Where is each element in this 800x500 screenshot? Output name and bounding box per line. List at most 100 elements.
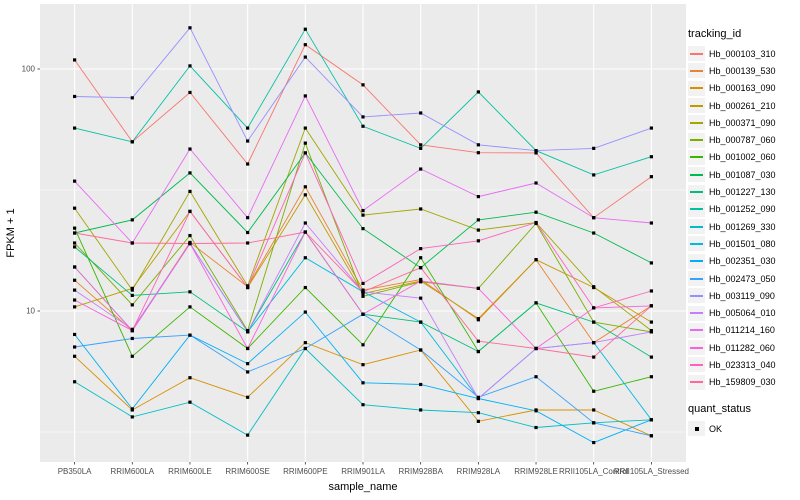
- legend-item-label: Hb_005064_010: [709, 308, 776, 319]
- data-point: [534, 258, 538, 262]
- data-point: [592, 440, 596, 445]
- legend-key-swatch: [688, 305, 705, 321]
- data-point: [303, 55, 307, 59]
- legend-item-Hb_159809_030: Hb_159809_030: [688, 374, 800, 391]
- data-point: [361, 403, 365, 407]
- data-point: [73, 179, 77, 183]
- data-point: [188, 233, 192, 238]
- legend-key-swatch: [688, 253, 705, 269]
- data-point: [130, 286, 134, 290]
- legend-item-label: Hb_000163_090: [709, 83, 776, 94]
- data-point: [130, 96, 134, 100]
- data-point: [361, 213, 365, 217]
- data-point: [246, 216, 250, 220]
- data-point: [246, 284, 250, 288]
- data-point: [73, 305, 77, 309]
- data-point: [303, 346, 307, 351]
- legend-key-swatch: [688, 80, 705, 96]
- data-point: [246, 285, 250, 290]
- data-point: [476, 151, 480, 155]
- legend-item-Hb_002351_030: Hb_002351_030: [688, 253, 800, 270]
- data-point: [649, 355, 653, 359]
- data-point: [303, 221, 307, 225]
- data-point: [246, 346, 250, 351]
- legend-item-label: Hb_002351_030: [709, 256, 776, 267]
- legend-line-icon: [690, 242, 703, 245]
- data-point: [361, 343, 365, 347]
- legend-item-Hb_000787_060: Hb_000787_060: [688, 131, 800, 148]
- data-point: [649, 155, 653, 159]
- data-point: [592, 320, 596, 324]
- legend-line-icon: [690, 294, 703, 297]
- data-point: [592, 146, 596, 150]
- data-point: [73, 231, 77, 235]
- data-point: [361, 83, 365, 87]
- legend-key-swatch: [688, 98, 705, 114]
- legend-title-quant-status: quant_status: [688, 402, 751, 415]
- data-point: [361, 124, 365, 128]
- legend-item-Hb_000261_210: Hb_000261_210: [688, 97, 800, 114]
- data-point: [303, 43, 307, 47]
- data-point: [73, 58, 77, 62]
- x-tick-label: PB350LA: [57, 467, 92, 476]
- data-point: [188, 290, 192, 294]
- data-point: [476, 143, 480, 147]
- data-point: [188, 376, 192, 380]
- legend-item-Hb_001227_130: Hb_001227_130: [688, 183, 800, 200]
- data-point: [592, 216, 596, 220]
- legend-line-icon: [690, 225, 703, 228]
- data-point: [188, 64, 192, 68]
- legend-item-Hb_001269_330: Hb_001269_330: [688, 218, 800, 235]
- x-tick-label: RRII105LA_Control: [559, 467, 629, 476]
- data-point: [73, 298, 77, 302]
- x-tick-label: RRIM928BA: [398, 467, 443, 476]
- data-point: [188, 171, 192, 175]
- data-point: [361, 288, 365, 292]
- data-point: [649, 126, 653, 130]
- data-point: [130, 303, 134, 307]
- legend-item-label: Hb_002473_050: [709, 273, 776, 284]
- data-point: [73, 226, 77, 230]
- data-point: [246, 362, 250, 366]
- legend-item-label: Hb_001227_130: [709, 187, 776, 198]
- data-point: [534, 375, 538, 379]
- data-point: [303, 126, 307, 130]
- legend-line-icon: [690, 329, 703, 332]
- data-point: [649, 320, 653, 324]
- legend-item-label: Hb_000371_090: [709, 117, 776, 128]
- data-point: [419, 167, 423, 171]
- data-point: [592, 408, 596, 412]
- data-point: [73, 245, 77, 249]
- data-point: [130, 336, 134, 341]
- data-point: [592, 306, 596, 310]
- data-point: [419, 111, 423, 115]
- data-point: [592, 389, 596, 393]
- data-point: [361, 290, 365, 294]
- legend-item-label: Hb_023313_040: [709, 359, 776, 370]
- data-point: [649, 175, 653, 179]
- data-point: [361, 115, 365, 119]
- data-point: [130, 218, 134, 222]
- quant-key-swatch: [688, 421, 705, 437]
- data-point: [592, 231, 596, 235]
- data-point: [476, 90, 480, 94]
- data-point: [419, 256, 423, 260]
- data-point: [419, 266, 423, 270]
- data-point: [476, 194, 480, 199]
- legend-line-icon: [690, 156, 703, 159]
- x-tick-label: RRIM928LE: [514, 467, 558, 476]
- data-point: [419, 348, 423, 352]
- data-point: [534, 220, 538, 225]
- data-point: [73, 126, 77, 130]
- data-point: [246, 370, 250, 374]
- data-point: [419, 146, 423, 150]
- legend-item-Hb_000371_090: Hb_000371_090: [688, 114, 800, 131]
- data-point: [361, 208, 365, 213]
- data-point: [303, 94, 307, 98]
- legend-key-swatch: [688, 184, 705, 200]
- data-point: [73, 345, 77, 349]
- data-point: [649, 221, 653, 225]
- data-point: [130, 293, 134, 298]
- data-point: [534, 181, 538, 185]
- data-point: [476, 317, 480, 321]
